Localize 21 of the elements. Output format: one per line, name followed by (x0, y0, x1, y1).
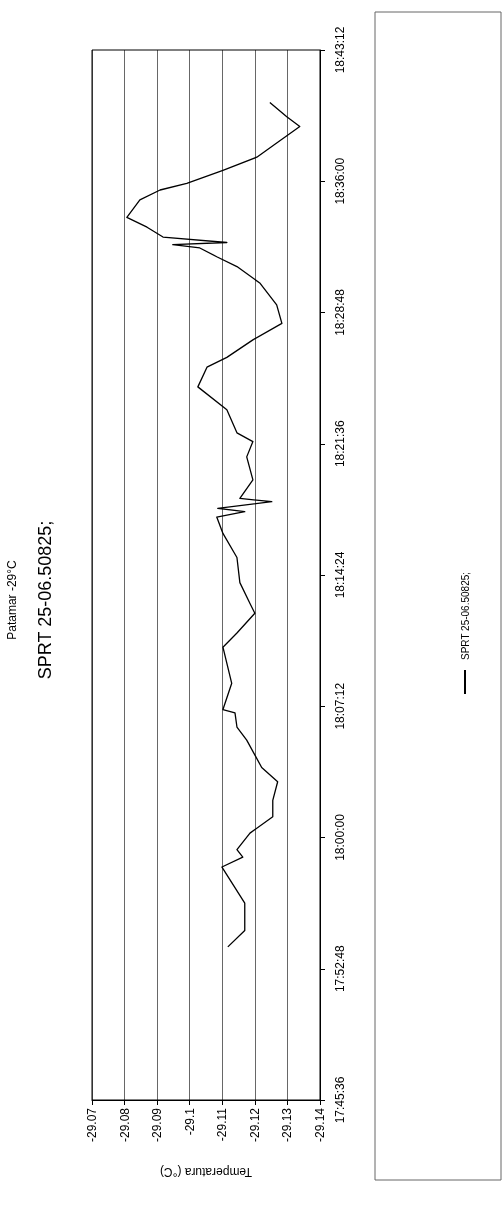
x-tick-label: -29.14 (313, 1107, 327, 1143)
x-tick-label: -29.13 (280, 1107, 295, 1143)
y-tick-label: 18:21:36 (333, 420, 347, 468)
y-tick-label: 18:07:12 (333, 682, 347, 730)
x-tick-label: -29.1 (182, 1107, 197, 1136)
y-tick-label: 18:36:00 (333, 157, 347, 205)
x-tick-label: -29.08 (117, 1107, 132, 1143)
y-tick-label: 18:28:48 (333, 288, 347, 336)
x-tick-label: -29.11 (215, 1107, 230, 1142)
text: SPRT 25-06.50825; (459, 571, 471, 660)
x-tick-label: -29.12 (247, 1107, 262, 1143)
y-tick-label: 18:14:24 (333, 551, 347, 599)
y-tick-label: 18:43:12 (333, 26, 347, 74)
x-tick-label: -29.07 (85, 1107, 99, 1143)
y-tick-label: 17:52:48 (333, 945, 347, 993)
x-axis-title: Temperatura (°C) (159, 1165, 253, 1179)
text: Patamar -29°C (5, 559, 19, 640)
y-tick-label: 18:00:00 (333, 813, 347, 861)
text: SPRT 25-06.50825; (35, 520, 55, 680)
y-tick-label: 17:45:36 (333, 1076, 347, 1124)
x-tick-label: -29.09 (150, 1107, 165, 1143)
